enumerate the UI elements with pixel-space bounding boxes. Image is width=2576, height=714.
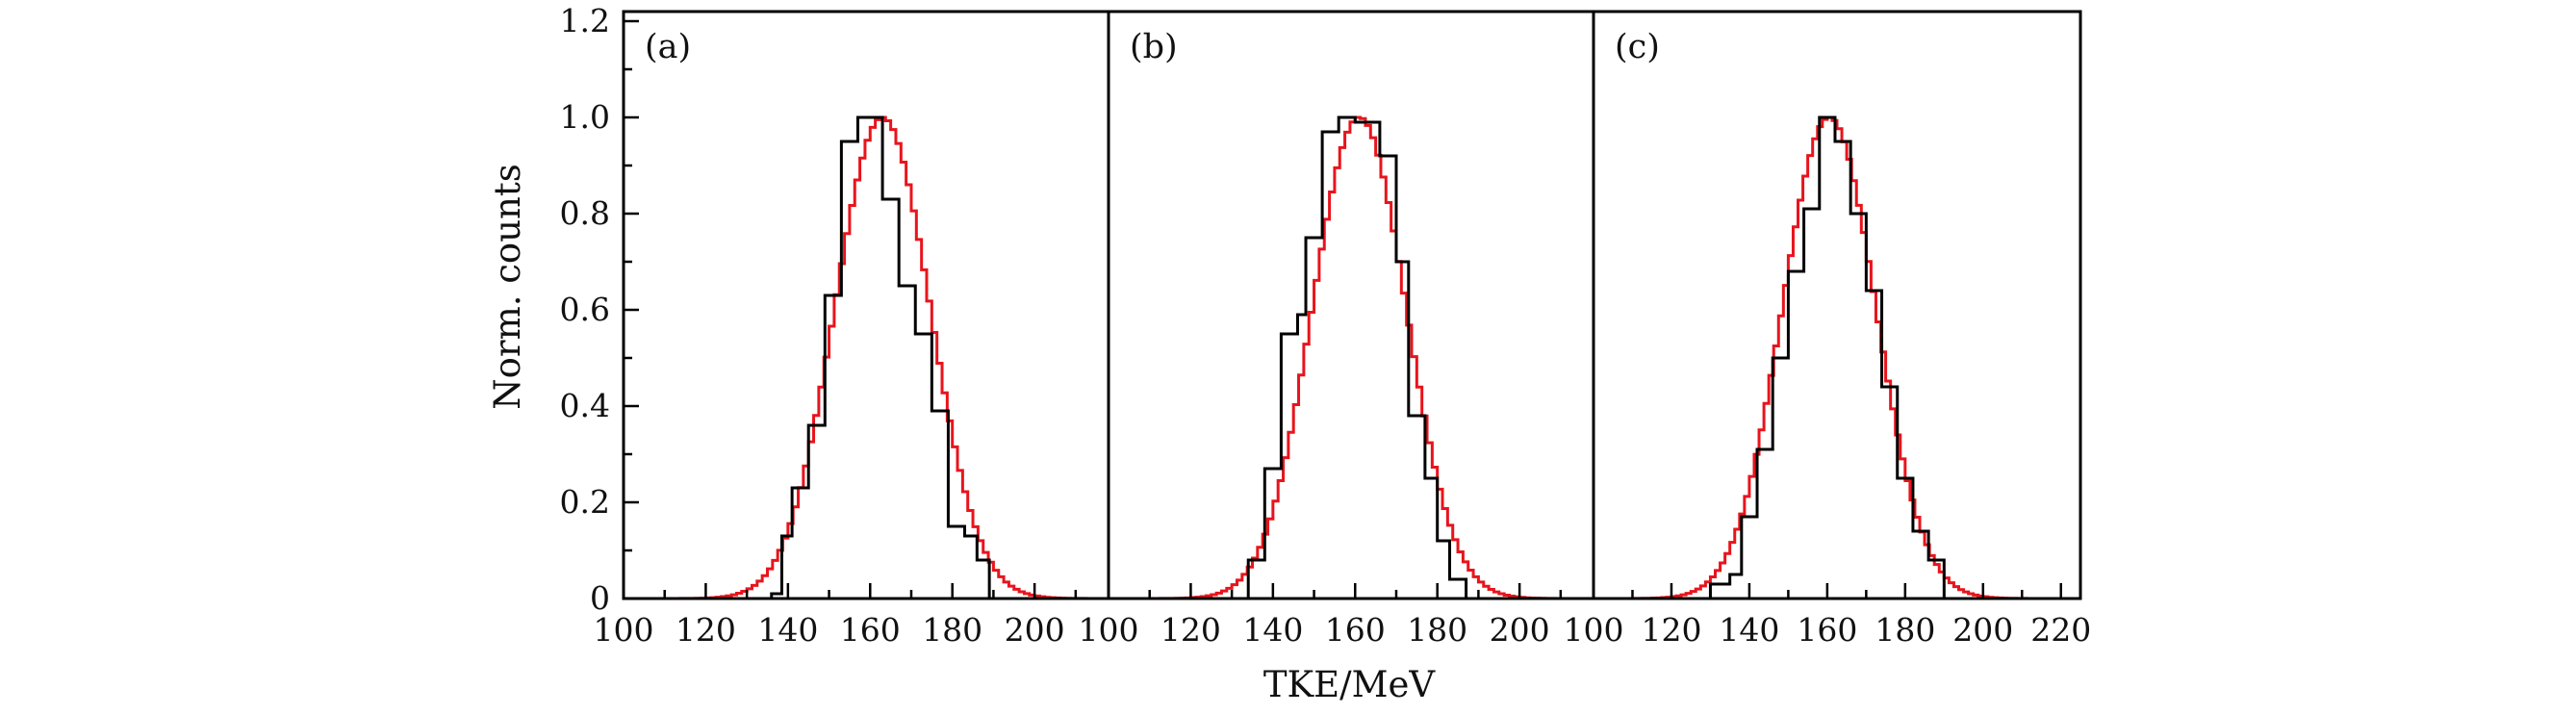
x-tick-label: 200: [1952, 611, 2013, 649]
x-tick-label: 100: [1079, 611, 1139, 649]
x-tick-label: 140: [1719, 611, 1779, 649]
y-axis-title: Norm. counts: [487, 164, 528, 409]
x-tick-label: 180: [922, 611, 982, 649]
x-tick-label: 100: [1564, 611, 1624, 649]
y-axis: 0 0.2 0.4 0.6 0.8 1.0 1.2: [560, 2, 639, 617]
y-tick-label: 0.8: [560, 194, 610, 232]
x-tick-label: 140: [757, 611, 818, 649]
y-tick-label: 0: [590, 579, 610, 617]
x-tick-label: 160: [840, 611, 901, 649]
series-black-histogram: [624, 115, 1109, 600]
x-tick-label: 220: [2030, 611, 2091, 649]
panel-frame: [1592, 10, 2082, 600]
x-tick-label: 140: [1242, 611, 1303, 649]
panel-b: 100 120 140 160 180 200 (b): [1079, 10, 1595, 649]
y-tick-label: 0.6: [560, 291, 610, 328]
x-tick-label: 100: [594, 611, 654, 649]
panels: 100 120 140 160 180 200 (a) 100 120 140 160 180 200 (…: [594, 10, 2091, 649]
y-tick-label: 0.2: [560, 483, 610, 521]
y-tick-label: 1.2: [560, 2, 610, 39]
series-black-histogram: [1109, 115, 1594, 600]
panel-label: (a): [645, 28, 691, 66]
series-red-histogram: [1594, 115, 2080, 600]
y-tick-label: 0.4: [560, 387, 610, 424]
x-tick-label: 120: [1641, 611, 1701, 649]
panel-label: (c): [1615, 28, 1660, 66]
x-tick-label: 200: [1005, 611, 1065, 649]
panel-label: (b): [1130, 28, 1178, 66]
panel-frame: [1107, 10, 1595, 600]
x-tick-label: 160: [1797, 611, 1857, 649]
x-axis-title: TKE/MeV: [1263, 664, 1437, 705]
x-tick-label: 180: [1875, 611, 1935, 649]
series-red-histogram: [1109, 115, 1592, 600]
x-tick-label: 160: [1325, 611, 1386, 649]
panel-c: 100 120 140 160 180 200 220 (c): [1564, 10, 2091, 649]
x-tick-label: 120: [676, 611, 736, 649]
panel-frame: [622, 10, 1110, 600]
x-tick-label: 200: [1490, 611, 1550, 649]
series-red-histogram: [624, 115, 1109, 600]
x-tick-label: 120: [1160, 611, 1221, 649]
panel-a: 100 120 140 160 180 200 (a): [594, 10, 1110, 649]
y-tick-label: 1.0: [560, 98, 610, 136]
x-tick-label: 180: [1407, 611, 1467, 649]
series-black-histogram: [1594, 115, 2080, 600]
